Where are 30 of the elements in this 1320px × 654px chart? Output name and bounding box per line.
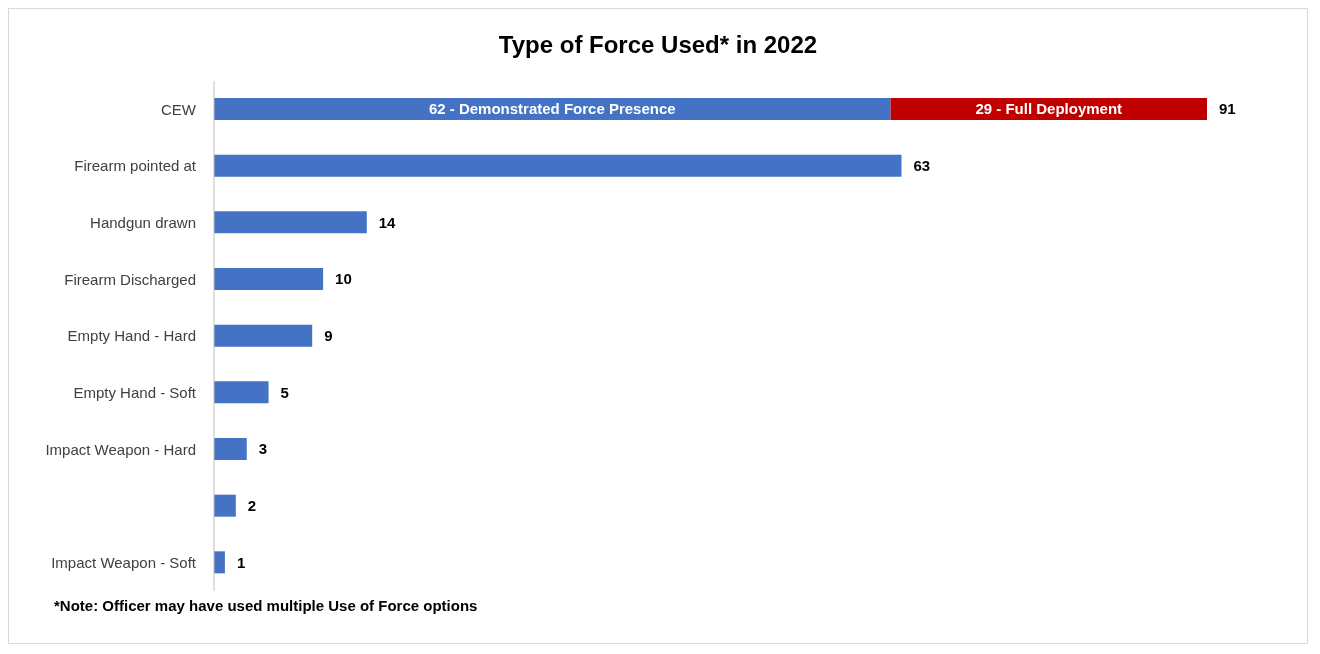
text: *Note: Officer may have used multiple Use of Force options bbox=[54, 597, 478, 614]
data-label: 62 - Demonstrated Force Presence bbox=[428, 100, 676, 118]
total-label: 2 bbox=[247, 496, 257, 514]
total-label: 1 bbox=[236, 553, 246, 571]
y-tick-label: CEW bbox=[161, 100, 197, 118]
y-tick-label: Empty Hand - Soft bbox=[73, 383, 197, 401]
y-tick-label: Firearm pointed at bbox=[74, 157, 197, 175]
bar bbox=[214, 98, 891, 120]
chart-title: Type of Force Used* in 2022 bbox=[497, 30, 819, 60]
total-label: 3 bbox=[258, 440, 268, 458]
total-label: 9 bbox=[324, 326, 333, 344]
y-tick-label: Empty Hand - Hard bbox=[67, 327, 196, 345]
bar bbox=[214, 211, 367, 234]
y-tick-label: Impact Weapon - Hard bbox=[45, 440, 196, 458]
y-tick-label: Firearm Discharged bbox=[64, 270, 196, 288]
total-label: 5 bbox=[280, 383, 289, 401]
total-label: 14 bbox=[378, 213, 397, 231]
y-tick-label: Handgun drawn bbox=[90, 213, 196, 231]
data-label: 29 - Full Deployment bbox=[975, 100, 1123, 118]
bar bbox=[214, 268, 324, 290]
y-tick-label: Impact Weapon - Soft bbox=[51, 553, 197, 571]
bar bbox=[214, 494, 236, 517]
bar bbox=[214, 438, 247, 460]
total-label: 63 bbox=[913, 156, 931, 174]
total-label: 10 bbox=[335, 270, 352, 288]
bar bbox=[214, 324, 313, 347]
bar bbox=[214, 381, 269, 404]
total-label: 91 bbox=[1219, 100, 1236, 118]
bar bbox=[214, 551, 225, 574]
bar bbox=[214, 154, 902, 177]
